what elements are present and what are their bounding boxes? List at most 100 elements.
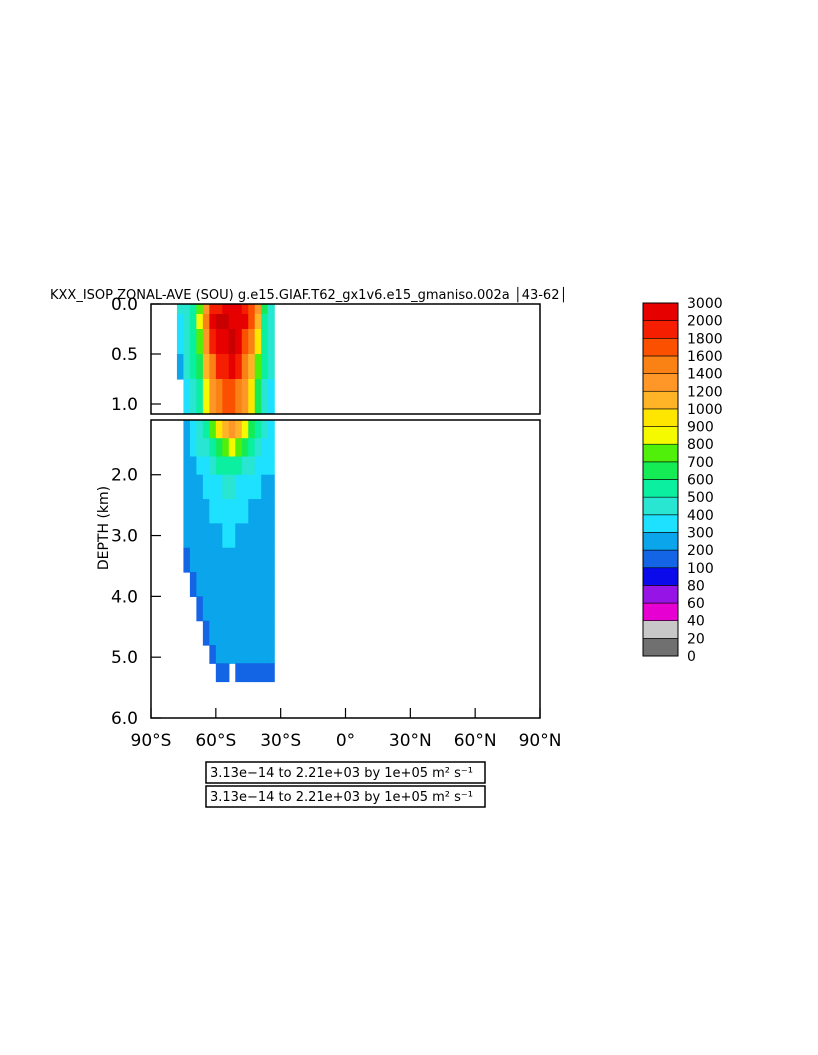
field-cell [241, 620, 249, 646]
field-cell [202, 420, 210, 439]
field-cell [254, 354, 262, 380]
field-cell [176, 354, 185, 380]
field-cell [254, 663, 262, 683]
colorbar-label: 0 [687, 649, 696, 665]
field-cell [228, 329, 236, 355]
field-cell [261, 499, 269, 524]
field-cell [222, 379, 230, 415]
depth-tick-label: 4.0 [111, 587, 138, 607]
field-cell [222, 663, 230, 683]
field-cell [261, 329, 269, 355]
field-cell [222, 456, 230, 476]
colorbar-swatch [642, 461, 679, 480]
field-cell [241, 456, 249, 476]
field-cell [261, 314, 269, 330]
colorbar-frame [642, 302, 679, 657]
field-cell [241, 523, 249, 549]
latitude-tick-label: 0° [336, 731, 355, 751]
field-cell [267, 523, 275, 549]
field-cell [196, 438, 204, 458]
field-cell [261, 547, 269, 573]
colorbar-swatch [642, 549, 679, 569]
field-cell [209, 474, 217, 500]
field-cell [254, 304, 262, 315]
field-cell [209, 547, 217, 573]
latitude-tick-label: 90°S [131, 731, 172, 751]
colorbar-label: 900 [687, 420, 714, 436]
field-cell [261, 523, 269, 549]
colorbar-swatch [642, 426, 679, 445]
field-cell [196, 354, 204, 380]
field-cell [248, 596, 256, 622]
field-cell [261, 304, 269, 315]
upper-depth-axis: 0.0 0.5 1.0 [111, 295, 161, 415]
depth-tick-label: 2.0 [111, 466, 138, 486]
colorbar-label: 1800 [687, 331, 723, 347]
colorbar-label: 2000 [687, 314, 723, 330]
field-cell [215, 572, 223, 597]
field-cell [254, 523, 262, 549]
latitude-tick-label: 30°S [260, 731, 301, 751]
field-cell [209, 620, 217, 646]
field-cell [241, 379, 249, 415]
field-cell [235, 547, 243, 573]
colorbar-swatch [642, 479, 679, 498]
colorbar-swatch [642, 514, 679, 533]
field-cell [189, 379, 197, 415]
colorbar-swatch [642, 567, 679, 586]
colorbar-label: 1600 [687, 349, 723, 365]
field-cell [209, 596, 217, 622]
field-cell [209, 379, 217, 415]
field-cell [248, 314, 256, 330]
field-cell [235, 596, 243, 622]
field-cell [248, 474, 256, 500]
field-cell [235, 663, 243, 683]
field-cell [215, 354, 223, 380]
field-cell [202, 499, 210, 524]
field-lower-panel [183, 420, 275, 683]
field-cell [209, 456, 217, 476]
field-cell [261, 474, 269, 500]
field-cell [228, 523, 236, 549]
field-cell [183, 354, 191, 380]
field-cell [235, 420, 243, 439]
latitude-tick-label: 60°N [454, 731, 497, 751]
field-cell [189, 438, 197, 458]
field-cell [189, 523, 197, 549]
field-cell [248, 354, 256, 380]
field-cell [228, 420, 236, 439]
field-cell [254, 438, 262, 458]
field-cell [183, 314, 191, 330]
colorbar-label: 300 [687, 525, 714, 541]
field-cell [267, 663, 275, 683]
colorbar-label: 20 [687, 631, 705, 647]
range-label-text: 3.13e−14 to 2.21e+03 by 1e+05 m² s⁻¹ [210, 766, 473, 781]
field-cell [235, 572, 243, 597]
colorbar-label: 1400 [687, 367, 723, 383]
field-cell [267, 499, 275, 524]
field-cell [248, 547, 256, 573]
field-cell [209, 314, 217, 330]
field-cell [254, 420, 262, 439]
field-cell [228, 438, 236, 458]
field-cell [228, 596, 236, 622]
field-cell [189, 474, 197, 500]
field-cell [235, 523, 243, 549]
field-cell [248, 329, 256, 355]
field-cell [209, 304, 217, 315]
field-cell [202, 572, 210, 597]
field-cell [248, 620, 256, 646]
field-cell [189, 572, 197, 597]
colorbar-swatch [642, 408, 679, 427]
field-cell [183, 547, 191, 573]
field-cell [267, 572, 275, 597]
depth-tick-label: 0.0 [111, 295, 138, 315]
field-cell [202, 379, 210, 415]
field-cell [241, 499, 249, 524]
colorbar-label: 60 [687, 596, 705, 612]
field-cell [196, 596, 204, 622]
colorbar-swatch [642, 496, 679, 516]
field-cell [235, 620, 243, 646]
field-cell [267, 420, 275, 439]
field-cell [202, 438, 210, 458]
